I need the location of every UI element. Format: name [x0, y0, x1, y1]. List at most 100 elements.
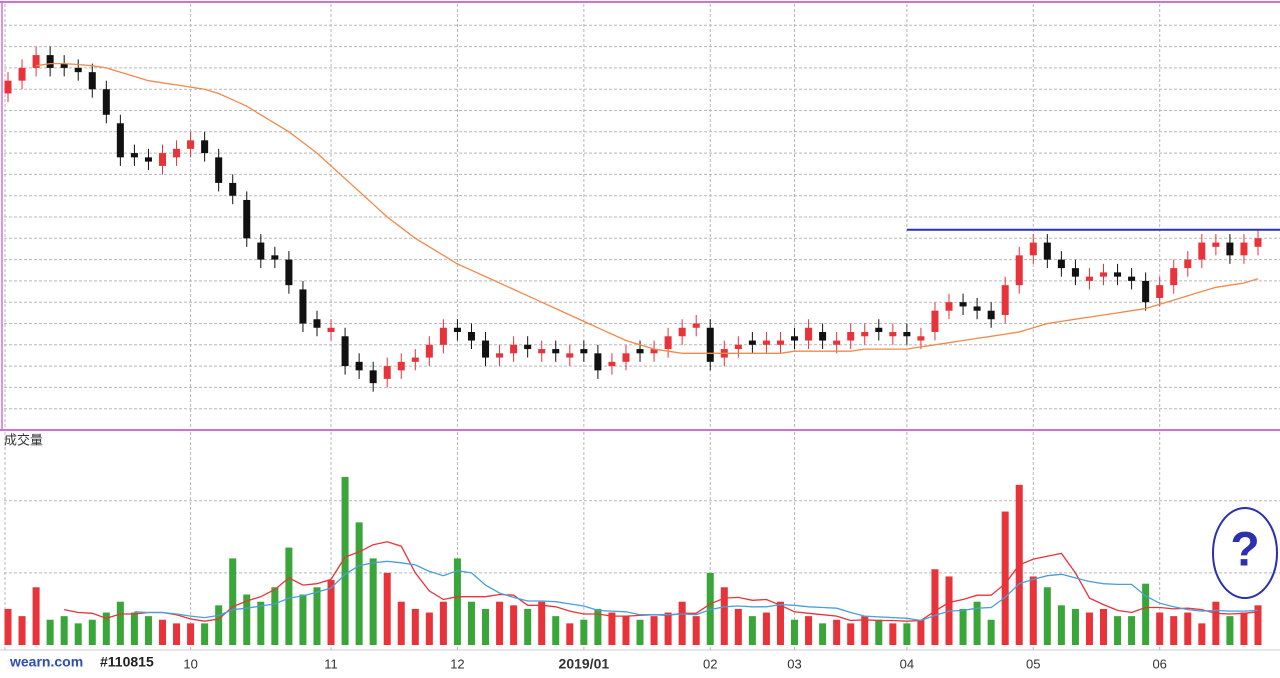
candle-body: [1184, 259, 1192, 269]
volume-bar: [1114, 616, 1122, 645]
candle-body: [74, 67, 82, 73]
volume-bar: [46, 619, 54, 645]
volume-bar: [397, 601, 405, 645]
candle-body: [931, 310, 939, 333]
volume-bar: [383, 572, 391, 645]
grid: [4, 4, 1280, 650]
candle-body: [538, 349, 546, 354]
volume-bar: [1142, 583, 1150, 645]
candle-body: [1198, 242, 1206, 260]
candle-body: [116, 123, 124, 158]
candle-body: [383, 366, 391, 379]
volume-average: [134, 560, 1259, 622]
moving-average: [35, 62, 1259, 354]
candle-body: [875, 327, 883, 333]
volume-bar: [341, 476, 349, 645]
volume-bar: [580, 619, 588, 645]
volume-bar: [4, 608, 12, 645]
candle-body: [959, 302, 967, 307]
x-tick-label: 2019/01: [559, 656, 610, 672]
candle-body: [917, 336, 925, 341]
candle-body: [889, 332, 897, 337]
candle-body: [313, 319, 321, 328]
candle-body: [833, 340, 841, 345]
volume-bar: [776, 601, 784, 645]
x-tick-label: 10: [183, 656, 197, 671]
candle-body: [271, 255, 279, 260]
volume-bar: [566, 623, 574, 645]
watermark-bg: [4, 653, 166, 673]
volume-bar: [187, 623, 195, 645]
volume-bar: [130, 612, 138, 645]
volume-bar: [875, 619, 883, 645]
volume-bar: [762, 612, 770, 645]
volume-bar: [1226, 616, 1234, 645]
volume-bar: [229, 558, 237, 645]
volume-bar: [819, 623, 827, 645]
candle-body: [1156, 285, 1164, 298]
volume-bar: [271, 587, 279, 645]
x-tick-label: 05: [1026, 656, 1040, 671]
candle-body: [748, 340, 756, 345]
candle-body: [1170, 268, 1178, 286]
candle-body: [945, 302, 953, 311]
volume-bar: [215, 605, 223, 645]
volume-bar: [144, 616, 152, 645]
volume-bar: [257, 601, 265, 645]
candle-body: [425, 344, 433, 358]
candle-body: [1085, 276, 1093, 281]
candle-body: [187, 140, 195, 149]
candle-body: [608, 361, 616, 367]
candle-body: [1128, 276, 1136, 281]
volume-bar: [650, 616, 658, 645]
annotation: ?: [1230, 524, 1259, 577]
volume-bar: [636, 619, 644, 645]
candle-body: [1142, 280, 1150, 303]
volume-bar: [538, 601, 546, 645]
candle-body: [1057, 259, 1065, 269]
candle-body: [552, 349, 560, 354]
volume-bar: [748, 616, 756, 645]
volume-bar: [678, 601, 686, 645]
volume-bar: [299, 594, 307, 645]
volume-bar: [608, 612, 616, 645]
volume-bar: [664, 612, 672, 645]
candle-body: [341, 336, 349, 367]
volume-bar: [903, 623, 911, 645]
candle-body: [734, 344, 742, 350]
volume-bar: [411, 608, 419, 645]
volume-bar: [805, 616, 813, 645]
candle-body: [524, 344, 532, 350]
volume-bar: [622, 616, 630, 645]
candle-body: [510, 344, 518, 354]
candle-body: [144, 157, 152, 162]
volume-bar: [889, 623, 897, 645]
candle-body: [847, 332, 855, 341]
candle-body: [566, 353, 574, 358]
volume-bar: [524, 608, 532, 645]
candle-body: [173, 148, 181, 158]
volume-bar: [496, 601, 504, 645]
volume-bar: [1001, 511, 1009, 645]
volume-bar: [116, 601, 124, 645]
candle-body: [791, 336, 799, 341]
candle-body: [46, 55, 54, 68]
candle-body: [32, 55, 40, 68]
candle-body: [18, 67, 26, 81]
volume-bar: [987, 619, 995, 645]
annotation-circle: [1212, 507, 1278, 599]
candle-body: [692, 323, 700, 328]
candle-body: [1254, 238, 1262, 247]
volume-bar: [1043, 587, 1051, 645]
x-tick-label: 12: [450, 656, 464, 671]
candle-body: [706, 327, 714, 362]
candle-body: [1212, 242, 1220, 247]
candle-body: [201, 140, 209, 154]
volume-bar: [18, 616, 26, 645]
volume-bar: [552, 616, 560, 645]
candle-body: [411, 357, 419, 362]
candle-body: [1071, 268, 1079, 277]
x-tick-label: 06: [1152, 656, 1166, 671]
